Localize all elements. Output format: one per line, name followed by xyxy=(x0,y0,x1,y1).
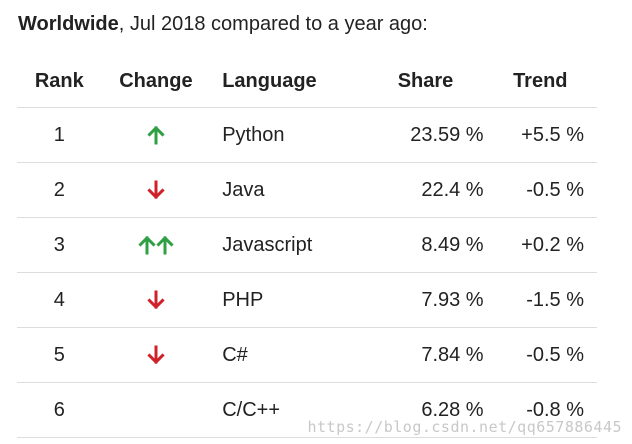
rank-cell: 4 xyxy=(17,272,102,328)
rank-cell: 1 xyxy=(17,107,102,163)
trend-cell: -0.5 % xyxy=(483,162,597,218)
language-cell: C/C++ xyxy=(210,382,368,438)
header-trend: Trend xyxy=(483,55,597,108)
table-row: 2 Java 22.4 % -0.5 % xyxy=(17,162,597,218)
rank-cell: 3 xyxy=(17,217,102,273)
arrow-up-icon xyxy=(156,235,174,255)
rank-cell: 6 xyxy=(17,382,102,438)
language-cell: PHP xyxy=(210,272,368,328)
language-cell: C# xyxy=(210,327,368,383)
ranking-table: Rank Change Language Share Trend 1 Pytho… xyxy=(17,55,597,438)
arrow-up-icon xyxy=(147,125,165,145)
trend-cell: -0.5 % xyxy=(483,327,597,383)
watermark: https://blog.csdn.net/qq657886445 xyxy=(307,418,622,436)
table-row: 5 C# 7.84 % -0.5 % xyxy=(17,327,597,383)
share-cell: 7.93 % xyxy=(367,272,484,328)
change-cell xyxy=(101,327,211,383)
header-rank: Rank xyxy=(17,55,102,108)
share-cell: 23.59 % xyxy=(367,107,484,163)
table-row: 1 Python 23.59 % +5.5 % xyxy=(17,107,597,163)
share-cell: 22.4 % xyxy=(367,162,484,218)
header-change: Change xyxy=(101,55,211,108)
language-cell: Java xyxy=(210,162,368,218)
trend-cell: -1.5 % xyxy=(483,272,597,328)
page-heading: Worldwide, Jul 2018 compared to a year a… xyxy=(18,10,428,38)
language-cell: Python xyxy=(210,107,368,163)
change-cell xyxy=(101,217,211,273)
trend-cell: -0.8 % xyxy=(483,382,597,438)
heading-bold: Worldwide xyxy=(18,13,119,35)
arrow-down-icon xyxy=(147,290,165,310)
table-row: 3 Javascript 8.49 % +0.2 % xyxy=(17,217,597,273)
change-cell xyxy=(101,107,211,163)
arrow-down-icon xyxy=(147,180,165,200)
change-cell xyxy=(101,162,211,218)
header-share: Share xyxy=(367,55,484,108)
trend-cell: +0.2 % xyxy=(483,217,597,273)
heading-rest: , Jul 2018 compared to a year ago: xyxy=(118,13,428,35)
share-cell: 6.28 % xyxy=(367,382,484,438)
table-row: 4 PHP 7.93 % -1.5 % xyxy=(17,272,597,328)
header-language: Language xyxy=(210,55,368,108)
share-cell: 8.49 % xyxy=(367,217,484,273)
trend-cell: +5.5 % xyxy=(483,107,597,163)
change-cell xyxy=(101,382,211,438)
table-row: 6 C/C++ 6.28 % -0.8 % xyxy=(17,382,597,438)
arrow-down-icon xyxy=(147,345,165,365)
language-cell: Javascript xyxy=(210,217,368,273)
header-row: Rank Change Language Share Trend xyxy=(17,55,597,108)
rank-cell: 5 xyxy=(17,327,102,383)
rank-cell: 2 xyxy=(17,162,102,218)
change-cell xyxy=(101,272,211,328)
share-cell: 7.84 % xyxy=(367,327,484,383)
arrow-up-icon xyxy=(138,235,156,255)
